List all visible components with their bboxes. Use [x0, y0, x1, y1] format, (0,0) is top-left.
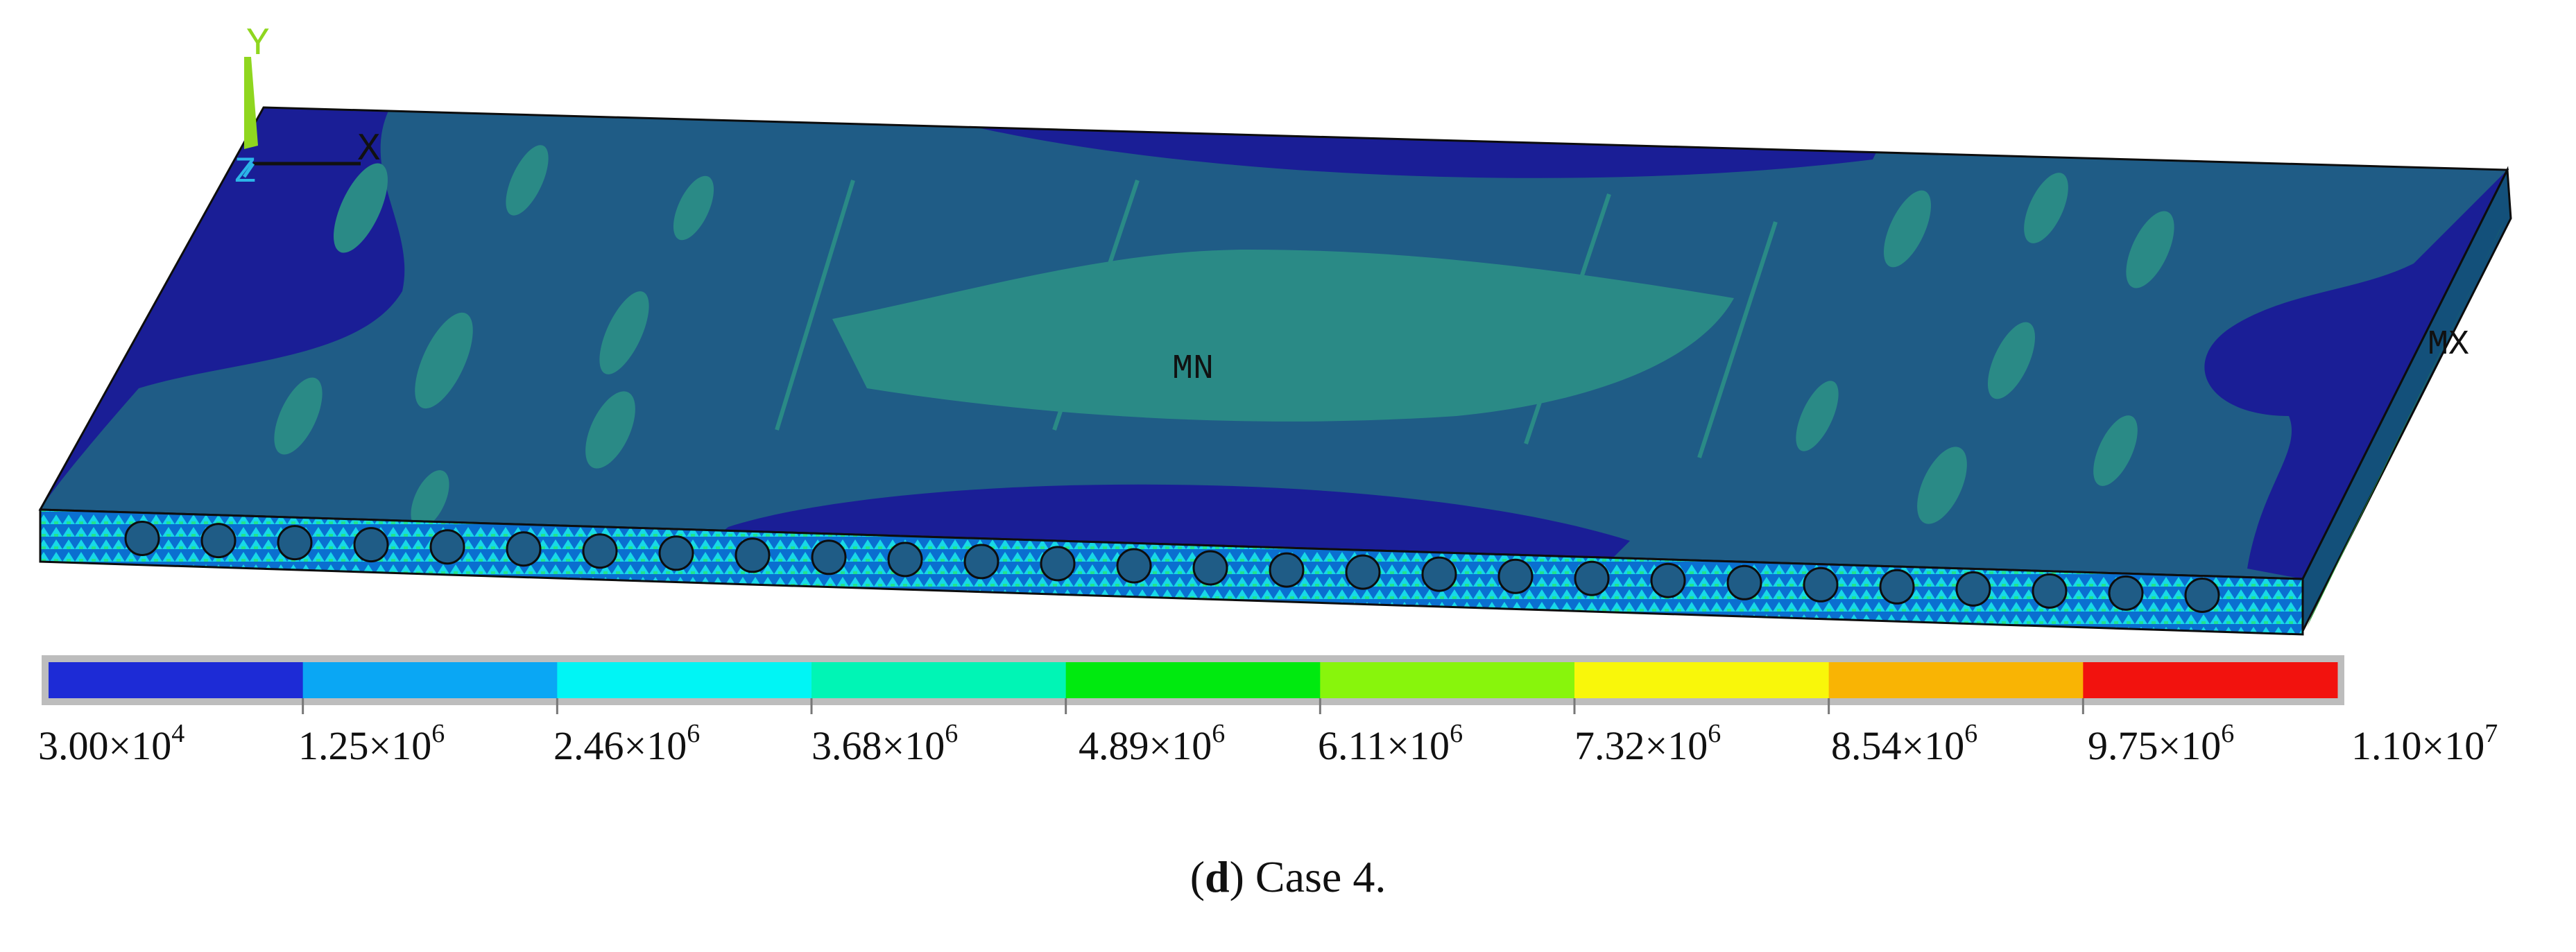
hole [1726, 564, 1762, 600]
light-streaks [274, 145, 2174, 528]
hole [963, 544, 999, 580]
hole [200, 523, 237, 559]
legend-label-0: 3.00×104 [38, 719, 185, 768]
legend-band-2 [557, 662, 812, 698]
hole [1345, 554, 1381, 590]
hole [658, 535, 694, 571]
hole [1497, 558, 1534, 594]
legend-band-3 [812, 662, 1067, 698]
light-band-center [832, 250, 1734, 422]
hole [1269, 552, 1305, 588]
legend-label-1: 1.25×106 [298, 719, 445, 768]
legend-band-5 [1320, 662, 1575, 698]
hole [1192, 550, 1228, 586]
hole [353, 527, 389, 563]
hole [735, 537, 771, 573]
hole [1803, 566, 1839, 603]
caption-text: Case 4. [1244, 852, 1386, 901]
hole [1040, 546, 1076, 582]
hole [811, 539, 847, 575]
hole [2108, 575, 2144, 611]
legend-band-8 [2083, 662, 2338, 698]
legend-label-6: 7.32×106 [1574, 719, 1721, 768]
legend-bar [42, 655, 2344, 714]
hole [1955, 571, 1991, 607]
legend-label-7: 8.54×106 [1831, 719, 1978, 768]
figure-caption: (d) Case 4. [0, 851, 2576, 903]
hole [429, 529, 465, 565]
hole [887, 542, 923, 578]
legend-bands [49, 662, 2338, 714]
triad-x-label: X [357, 127, 381, 171]
hole [1879, 569, 1915, 605]
hole [582, 533, 618, 569]
legend-band-7 [1828, 662, 2084, 698]
holes [124, 521, 2220, 613]
min-marker-label: MN [1172, 349, 1214, 389]
triad-z-label: Z [234, 152, 256, 193]
plate-top-face [40, 107, 2507, 579]
legend-band-4 [1065, 662, 1321, 698]
caption-letter: d [1205, 852, 1230, 901]
y-axis-arrow [244, 57, 258, 149]
hole [124, 521, 160, 556]
triad-y-label: Y [246, 21, 270, 66]
max-marker-label: MX [2428, 325, 2469, 365]
hole [277, 525, 313, 561]
legend-label-4: 4.89×106 [1079, 719, 1226, 768]
caption-paren-open: ( [1190, 852, 1205, 901]
legend-band-6 [1574, 662, 1830, 698]
hole [1421, 556, 1457, 592]
legend-band-1 [302, 662, 558, 698]
z-axis-line [242, 162, 255, 178]
legend-label-9: 1.10×107 [2351, 719, 2498, 768]
dark-region-right [2204, 170, 2507, 579]
hole [1116, 548, 1152, 584]
hole [1574, 560, 1610, 596]
legend-band-0 [49, 662, 304, 698]
dark-region-left [40, 107, 405, 510]
legend-label-8: 9.75×106 [2088, 719, 2235, 768]
legend-label-3: 3.68×106 [812, 719, 959, 768]
hole [506, 531, 542, 567]
caption-paren-close: ) [1229, 852, 1244, 901]
hole [1650, 562, 1686, 598]
legend-label-5: 6.11×106 [1318, 719, 1463, 768]
legend-label-2: 2.46×106 [553, 719, 701, 768]
hole [2032, 573, 2068, 609]
hole [2184, 578, 2220, 613]
coordinate-triad: Y X Z [234, 21, 381, 193]
diagonal-streaks [775, 180, 1778, 458]
